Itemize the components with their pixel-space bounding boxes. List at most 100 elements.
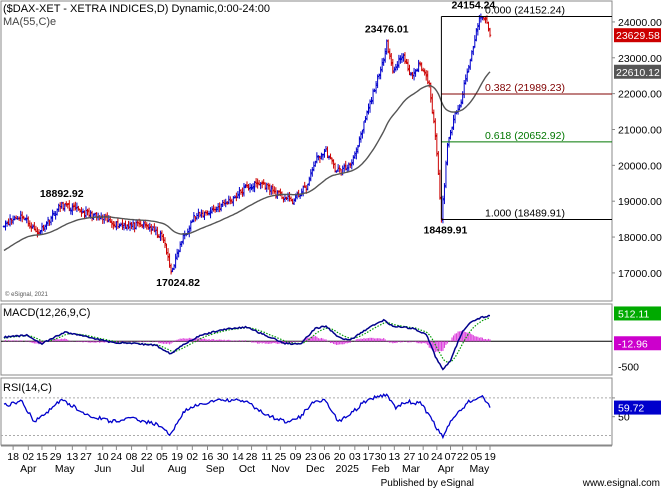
price-bar: [365, 110, 369, 121]
price-tick-label: 22000.00: [618, 89, 662, 101]
price-bar: [46, 216, 50, 227]
price-bar: [8, 214, 12, 227]
price-bar: [250, 184, 253, 191]
price-bar: [122, 222, 126, 231]
x-tick-label: 16: [202, 451, 214, 463]
price-bar: [359, 131, 363, 143]
x-tick-label: 29: [50, 451, 62, 463]
price-bar: [377, 73, 381, 80]
price-bar: [121, 219, 124, 230]
price-bar: [169, 263, 173, 275]
price-bar: [215, 206, 218, 213]
price-bar: [145, 222, 148, 230]
price-bar: [241, 187, 244, 197]
price-bar: [317, 155, 320, 161]
price-bar: [271, 183, 275, 195]
price-bar: [347, 162, 350, 172]
footer-url: www.esignal.com: [582, 478, 660, 489]
x-tick-label: 08: [126, 451, 138, 463]
footer: Published by eSignal www.esignal.com: [381, 478, 660, 489]
price-bar: [16, 216, 19, 220]
price-bar: [239, 189, 243, 195]
price-bar: [110, 219, 114, 228]
price-bar: [382, 57, 385, 66]
price-bar: [343, 163, 346, 173]
price-bar: [150, 224, 153, 235]
x-tick-label: 19: [171, 451, 183, 463]
rsi-panel: RSI(14,C): [0, 377, 613, 446]
price-bar: [315, 152, 319, 164]
price-bar: [403, 52, 407, 65]
price-bar: [60, 201, 63, 209]
x-month-label: Feb: [372, 463, 390, 475]
price-bar: [62, 201, 65, 211]
price-bar: [148, 222, 151, 232]
price-bar: [147, 223, 150, 230]
price-bar: [260, 180, 264, 189]
price-bar: [107, 215, 110, 223]
annotation-24154.24: 24154.24: [451, 0, 495, 11]
x-month-label: Apr: [20, 463, 37, 475]
price-bar: [262, 179, 265, 185]
macd-plot: [1, 314, 612, 371]
price-bar: [49, 215, 53, 226]
price-bar: [66, 203, 69, 209]
x-month-label: Jul: [131, 463, 144, 475]
annotation-23476.01: 23476.01: [365, 24, 409, 36]
price-bar: [69, 207, 73, 215]
price-bar: [399, 55, 402, 64]
price-bar: [248, 183, 252, 193]
price-bar: [244, 184, 247, 189]
price-bar: [379, 66, 382, 80]
x-tick-label: 05: [470, 451, 482, 463]
price-bar: [14, 215, 18, 220]
x-tick-label: 11: [261, 451, 272, 463]
price-bar: [482, 16, 486, 21]
price-bar: [405, 58, 408, 64]
price-bar: [361, 129, 364, 139]
price-bar: [414, 69, 417, 77]
price-tick-label: 23000.00: [618, 53, 662, 65]
price-bars: [2, 13, 492, 275]
price-bar: [406, 59, 410, 72]
price-bar: [385, 39, 388, 55]
price-bar: [472, 45, 475, 56]
fib-label-1.000: 1.000 (18489.91): [485, 207, 565, 219]
x-tick-label: 10: [97, 451, 109, 463]
price-bar: [75, 202, 79, 213]
x-month-label: May: [469, 463, 490, 475]
rsi-title: RSI(14,C): [3, 382, 52, 394]
price-bar: [326, 146, 329, 159]
price-value-box: [614, 64, 661, 79]
price-bar: [254, 178, 258, 188]
price-bar: [7, 218, 10, 226]
x-month-label: Aug: [168, 463, 187, 475]
price-bar: [473, 35, 477, 48]
price-bar: [335, 170, 338, 173]
price-bar: [13, 215, 16, 221]
x-month-label: Oct: [239, 463, 255, 475]
price-bar: [141, 224, 144, 229]
price-bar: [411, 71, 414, 80]
price-bar: [301, 185, 305, 197]
price-bar: [303, 181, 306, 188]
price-bar: [421, 67, 425, 72]
price-bar: [191, 219, 194, 223]
price-bar: [273, 186, 276, 194]
price-bar: [175, 248, 179, 261]
price-bar: [434, 118, 437, 141]
price-bar: [230, 198, 234, 204]
price-value-label: 22610.12: [616, 67, 660, 79]
price-bar: [432, 109, 436, 124]
price-bar: [125, 224, 129, 231]
price-bar: [487, 21, 490, 32]
annotation-18892.92: 18892.92: [40, 188, 84, 200]
x-tick-label: 10: [417, 451, 429, 463]
price-bar: [253, 181, 256, 193]
rsi-value-box: [614, 400, 661, 415]
price-bar: [459, 99, 463, 108]
price-bar: [118, 223, 121, 229]
price-bar: [408, 64, 411, 76]
copyright-note: © eSignal, 2021: [5, 291, 48, 298]
price-bar: [27, 216, 30, 227]
